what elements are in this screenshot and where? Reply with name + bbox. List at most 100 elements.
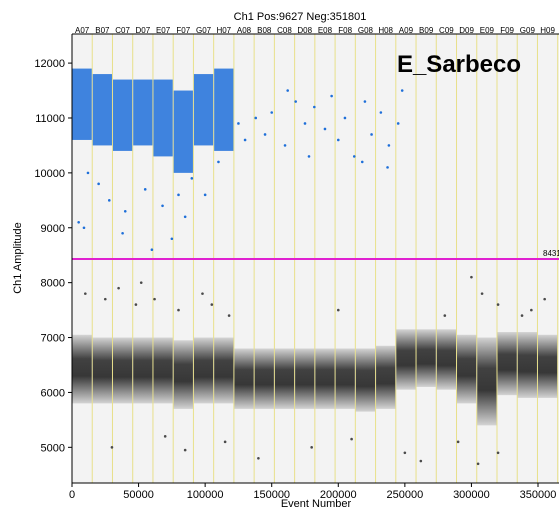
droplet — [134, 303, 138, 306]
negative-cluster — [133, 337, 153, 404]
positive-cluster — [214, 68, 234, 151]
droplet — [307, 155, 311, 158]
well-label: F08 — [338, 26, 352, 35]
droplet — [379, 111, 383, 114]
well-label: D08 — [297, 26, 312, 35]
well-label: G07 — [196, 26, 212, 35]
droplet — [161, 204, 164, 208]
negative-cluster — [193, 337, 214, 404]
droplet — [360, 160, 364, 164]
well-label: B09 — [419, 26, 434, 35]
x-axis-label: Event Number — [281, 498, 352, 510]
well-label: A09 — [399, 26, 414, 35]
droplet — [419, 459, 423, 463]
chart-title: Ch1 Pos:9627 Neg:351801 — [234, 11, 367, 23]
droplet — [343, 116, 347, 120]
plot — [72, 34, 559, 483]
negative-cluster — [497, 332, 517, 396]
droplet — [283, 144, 287, 147]
negative-cluster — [153, 337, 173, 404]
y-axis-label: Ch1 Amplitude — [12, 222, 24, 294]
negative-cluster — [214, 337, 234, 404]
droplet — [496, 451, 500, 455]
droplet — [370, 133, 373, 136]
droplet — [117, 286, 120, 290]
y-tick-label: 6000 — [41, 387, 65, 399]
well-label: F07 — [176, 26, 190, 35]
well-label: B07 — [95, 26, 110, 35]
well-labels: A07 B07 C07 D07 E07 F07 G07 H07 A08 B08 C08 D08 E08 F… — [75, 26, 555, 35]
droplet — [476, 462, 480, 466]
y-tick-label: 9000 — [41, 223, 65, 235]
droplet — [170, 237, 174, 241]
positive-cluster — [72, 68, 92, 140]
well-label: F09 — [500, 26, 514, 35]
droplet — [110, 446, 114, 449]
x-tick-label: 150000 — [253, 489, 290, 501]
well-label: E08 — [318, 26, 333, 35]
droplet — [330, 94, 333, 98]
droplet — [443, 314, 447, 317]
droplet — [294, 100, 297, 103]
negative-cluster — [295, 348, 315, 409]
negative-cluster — [335, 348, 355, 409]
droplet — [139, 281, 143, 284]
well-label: C09 — [439, 26, 454, 35]
droplet — [310, 446, 313, 449]
droplet — [386, 166, 389, 169]
negative-cluster — [396, 329, 416, 390]
droplet — [323, 127, 327, 131]
y-tick-label: 8000 — [41, 278, 65, 290]
droplet — [227, 314, 231, 317]
negative-cluster — [457, 334, 477, 404]
negative-cluster — [436, 329, 457, 390]
well-label: D07 — [135, 26, 150, 35]
droplet — [121, 231, 124, 235]
droplet — [223, 440, 227, 444]
droplet — [396, 122, 400, 125]
droplet — [143, 188, 147, 191]
droplet — [303, 122, 307, 125]
annotation: E_Sarbeco — [397, 51, 521, 78]
negative-cluster — [537, 334, 558, 398]
droplet — [84, 292, 87, 295]
well-label: E09 — [480, 26, 495, 35]
droplet — [97, 182, 100, 186]
well-label: C08 — [277, 26, 292, 35]
negative-cluster — [234, 348, 254, 409]
droplet — [480, 292, 484, 295]
droplet — [217, 160, 220, 164]
droplet — [82, 226, 86, 230]
x-tick-label: 50000 — [123, 489, 154, 501]
negative-cluster — [315, 348, 335, 409]
droplet — [286, 89, 289, 92]
well-label: H07 — [216, 26, 231, 35]
negative-cluster — [416, 329, 436, 387]
droplet — [103, 297, 107, 301]
droplet — [387, 144, 391, 147]
positive-cluster — [133, 79, 153, 146]
droplet — [456, 440, 460, 444]
well-label: B08 — [257, 26, 272, 35]
droplet — [153, 297, 156, 301]
droplet — [150, 248, 154, 252]
well-label: D09 — [459, 26, 474, 35]
negative-cluster — [517, 332, 537, 398]
well-label: A07 — [75, 26, 90, 35]
negative-cluster — [355, 348, 376, 412]
droplet — [177, 308, 180, 312]
axes: 5000 6000 7000 8000 9000 10000 11000 12000 0 5000… — [34, 58, 556, 501]
negative-cluster — [477, 337, 497, 426]
droplet — [243, 138, 247, 142]
droplet — [177, 193, 180, 197]
y-tick-label: 12000 — [34, 58, 65, 70]
positive-cluster — [112, 79, 133, 151]
droplet — [190, 177, 194, 180]
y-tick-label: 5000 — [41, 442, 65, 454]
droplet — [496, 303, 500, 306]
x-tick-label: 200000 — [320, 489, 357, 501]
negative-cluster — [173, 340, 193, 409]
droplet — [77, 220, 80, 224]
positive-cluster — [92, 74, 112, 146]
